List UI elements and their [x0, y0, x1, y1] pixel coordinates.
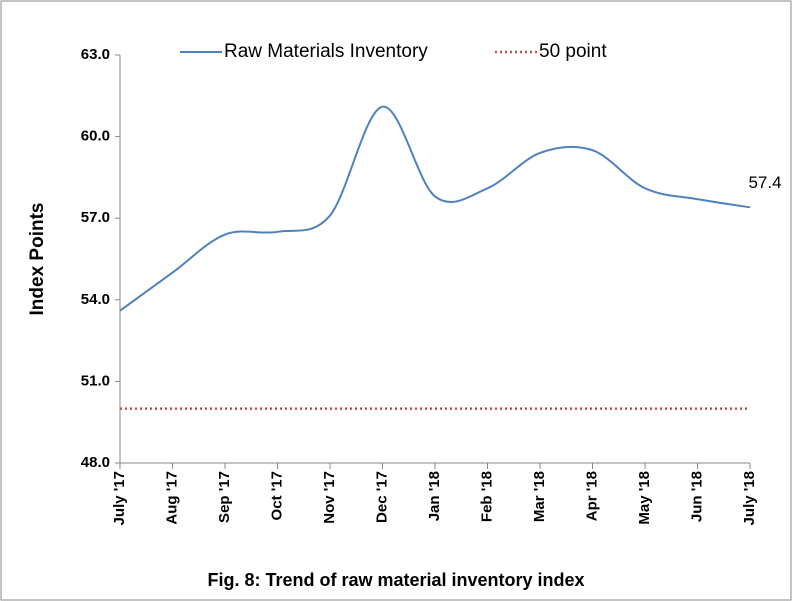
- x-tick-label: Dec '17: [373, 471, 390, 523]
- y-axis-label: Index Points: [27, 203, 48, 316]
- x-tick-label: Sep '17: [216, 471, 233, 523]
- y-tick-label: 63.0: [81, 46, 110, 63]
- x-tick-label: Mar '18: [531, 471, 548, 522]
- y-tick-label: 60.0: [81, 128, 110, 145]
- y-tick-label: 51.0: [81, 372, 110, 389]
- x-tick-label: Jun '18: [688, 471, 705, 522]
- y-tick-label: 57.0: [81, 209, 110, 226]
- chart-title: Fig. 8: Trend of raw material inventory …: [207, 570, 584, 590]
- x-tick-label: July '17: [111, 471, 128, 525]
- x-tick-label: Nov '17: [321, 471, 338, 524]
- x-tick-label: July '18: [741, 471, 758, 525]
- x-tick-label: Apr '18: [583, 471, 600, 521]
- series-line: [119, 105, 751, 312]
- x-tick-label: Aug '17: [163, 471, 180, 525]
- data-label: 57.4: [748, 173, 781, 192]
- x-tick-label: May '18: [636, 471, 653, 525]
- legend-label: 50 point: [539, 41, 607, 62]
- x-tick-label: Jan '18: [426, 471, 443, 521]
- legend-label: Raw Materials Inventory: [224, 41, 428, 62]
- y-tick-label: 54.0: [81, 291, 110, 308]
- x-tick-label: Oct '17: [268, 471, 285, 520]
- x-tick-label: Feb '18: [478, 471, 495, 522]
- y-tick-label: 48.0: [81, 454, 110, 471]
